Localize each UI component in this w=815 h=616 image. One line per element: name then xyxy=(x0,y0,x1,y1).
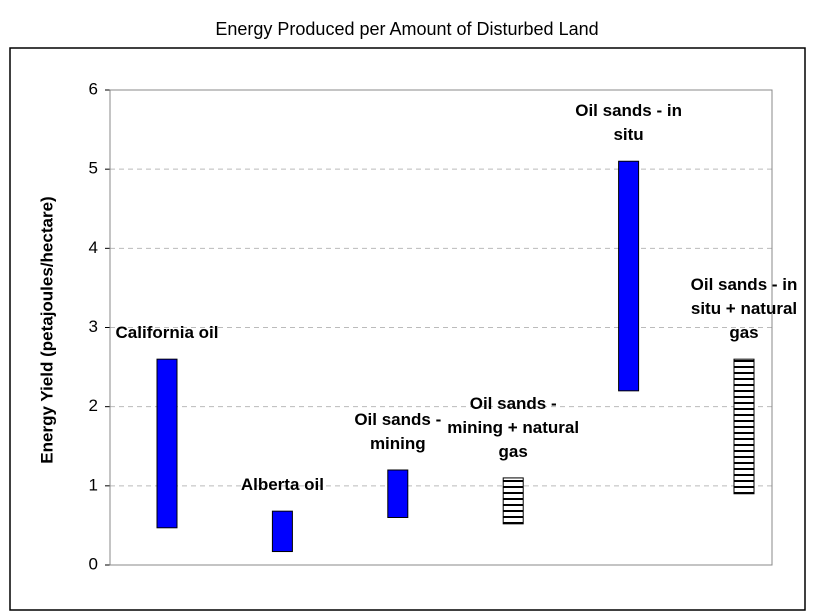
bar xyxy=(387,469,409,518)
y-tick-label: 5 xyxy=(89,159,98,178)
bar-label: Oil sands - in situ xyxy=(575,101,682,145)
bar xyxy=(618,160,640,392)
y-axis-label: Energy Yield (petajoules/hectare) xyxy=(37,196,56,463)
chart-border xyxy=(9,47,806,611)
bar-label: California oil xyxy=(115,323,219,343)
y-tick-label: 6 xyxy=(89,79,98,98)
bar xyxy=(156,358,178,529)
bar-label: Alberta oil xyxy=(240,475,324,495)
bar-label: Oil sands - mining + natural gas xyxy=(447,393,580,461)
bar xyxy=(733,358,755,495)
plot-frame xyxy=(109,89,773,566)
y-tick-label: 4 xyxy=(89,238,98,257)
chart-title: Energy Produced per Amount of Disturbed … xyxy=(215,19,598,39)
y-tick-label: 1 xyxy=(89,475,98,494)
y-tick-label: 3 xyxy=(89,317,98,336)
bar xyxy=(502,477,524,525)
y-tick-label: 0 xyxy=(89,554,98,573)
bar xyxy=(271,510,293,553)
y-tick-label: 2 xyxy=(89,396,98,415)
bar-label: Oil sands - in situ + natural gas xyxy=(690,275,798,343)
bar-label: Oil sands - mining xyxy=(354,410,442,453)
